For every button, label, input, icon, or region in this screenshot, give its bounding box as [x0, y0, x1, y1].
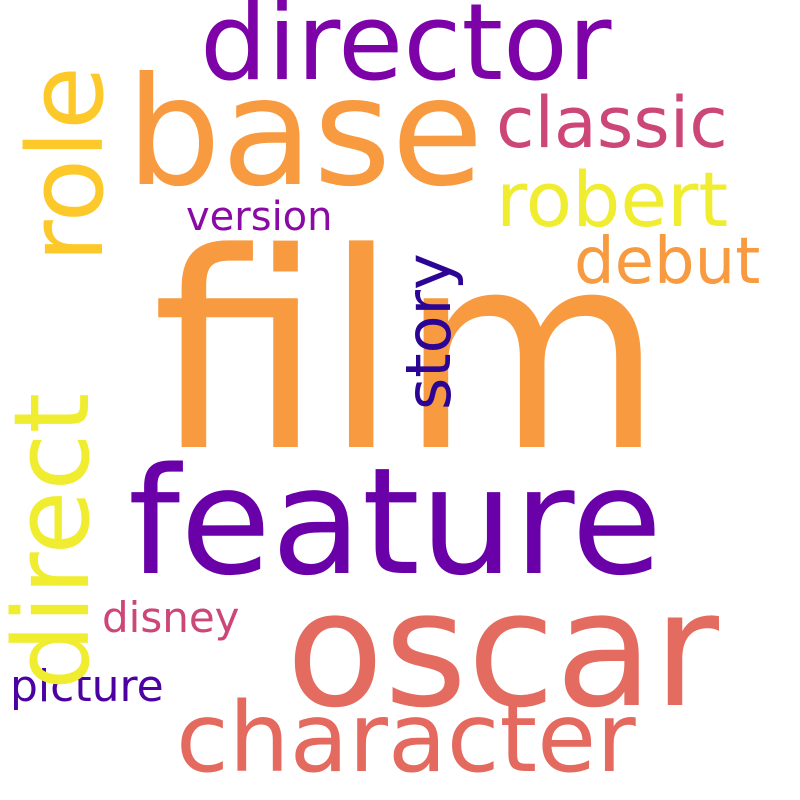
word-director: director	[200, 0, 612, 104]
word-direct: direct	[0, 392, 113, 690]
word-version: version	[186, 194, 333, 240]
word-base: base	[126, 46, 484, 220]
word-picture: picture	[10, 661, 164, 712]
word-robert: robert	[496, 155, 729, 244]
word-feature: feature	[128, 436, 663, 608]
word-film: film	[152, 196, 664, 512]
word-story: story	[392, 253, 465, 410]
word-disney: disney	[102, 593, 240, 642]
word-classic: classic	[496, 82, 728, 164]
word-character: character	[176, 682, 636, 794]
word-oscar: oscar	[286, 556, 720, 743]
word-role: role	[5, 66, 127, 263]
word-debut: debut	[574, 225, 761, 299]
